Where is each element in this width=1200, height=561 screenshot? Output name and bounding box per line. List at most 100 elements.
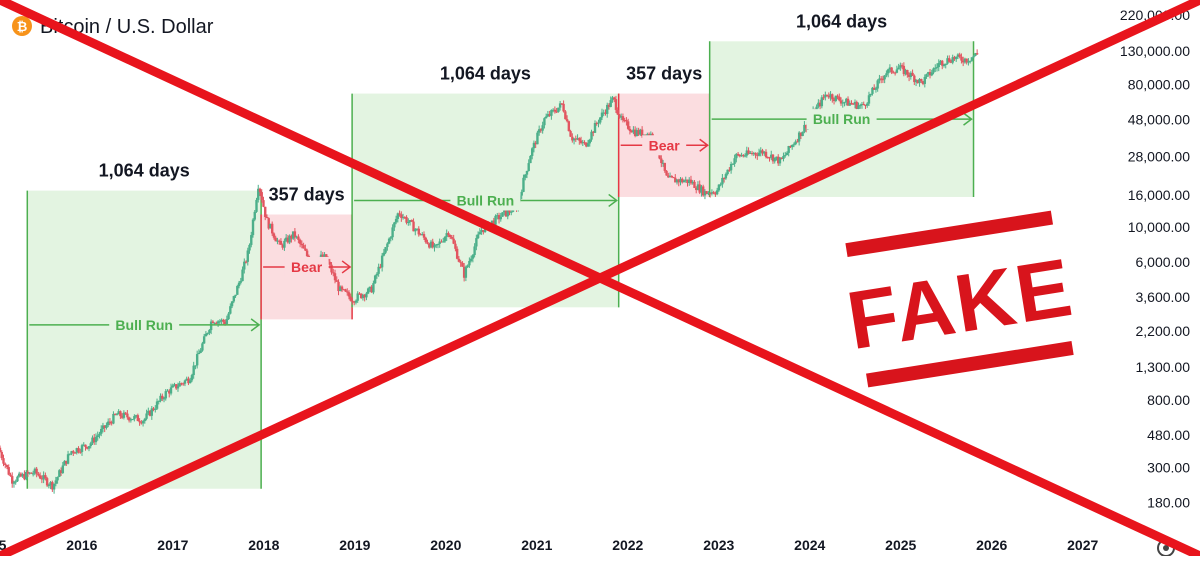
candle-body: [534, 142, 537, 145]
candle-body: [377, 266, 380, 274]
candle-body: [394, 218, 398, 223]
candle-body: [96, 435, 99, 438]
phase-label-bg-0: [109, 314, 180, 335]
candle-body: [40, 478, 44, 480]
candle-body: [825, 94, 829, 96]
candle-body: [595, 123, 598, 125]
candle-body: [26, 472, 30, 474]
y-tick-label: 28,000.00: [1128, 148, 1190, 164]
candle-body: [585, 142, 588, 147]
candle-body: [391, 227, 394, 238]
candle-body: [567, 121, 571, 132]
candle-body: [801, 131, 804, 136]
candle-body: [668, 175, 672, 178]
candle-body: [14, 481, 17, 483]
candle-body: [747, 150, 750, 154]
candle-body: [752, 152, 755, 154]
candle-body: [412, 221, 415, 232]
phase-arrowhead-3: [699, 138, 709, 152]
candle-body: [223, 321, 227, 324]
candle-body: [609, 100, 612, 107]
candle-body: [171, 385, 174, 388]
candle-body: [661, 162, 665, 164]
candle-body: [522, 177, 525, 192]
candle-body: [712, 192, 715, 194]
candle-body: [787, 146, 790, 153]
candle-body: [941, 60, 944, 66]
candle-body: [450, 237, 454, 239]
candle-body: [961, 60, 965, 63]
x-tick-label: 2015: [0, 537, 7, 553]
phase-label-3: Bear: [649, 137, 681, 153]
candle-body: [935, 67, 939, 69]
candle-body: [213, 322, 216, 324]
candle-body: [501, 212, 504, 217]
candle-body: [157, 400, 160, 402]
candle-body: [162, 398, 166, 400]
candle-body: [75, 448, 78, 453]
candle-body: [127, 417, 131, 421]
candle-body: [834, 95, 838, 101]
candle-body: [562, 103, 565, 112]
candle-body: [100, 428, 103, 434]
candle-body: [799, 132, 803, 136]
candle-body: [862, 103, 865, 105]
candle-body: [438, 241, 441, 244]
candle-body: [208, 330, 211, 333]
candle-body: [499, 216, 502, 220]
candle-body: [161, 395, 164, 399]
candle-body: [244, 261, 248, 263]
candle-body: [820, 97, 824, 107]
candle-body: [192, 365, 195, 376]
candle-body: [298, 239, 302, 244]
candle-body: [131, 419, 134, 421]
phase-label-bg-1: [284, 256, 329, 277]
candle-body: [126, 413, 129, 418]
candle-body: [237, 282, 241, 287]
candle-body: [140, 422, 143, 424]
candle-body: [445, 233, 448, 237]
chart-title: Bitcoin / U.S. Dollar: [40, 16, 214, 38]
phase-duration-1: 357 days: [269, 185, 345, 205]
candle-body: [21, 474, 24, 477]
candle-body: [843, 102, 846, 104]
candle-body: [410, 220, 413, 222]
candle-body: [49, 482, 52, 486]
candle-body: [335, 280, 338, 282]
x-tick-label: 2023: [703, 537, 734, 553]
candle-body: [630, 130, 633, 133]
candle-body: [874, 88, 878, 90]
candle-body: [44, 475, 47, 479]
candle-body: [77, 448, 80, 452]
candle-body: [888, 67, 892, 70]
candle-body: [879, 78, 883, 80]
candle-body: [319, 254, 323, 258]
candle-body: [112, 413, 115, 424]
candle-body: [227, 313, 230, 320]
candle-body: [797, 132, 801, 142]
candle-body: [478, 232, 482, 235]
candle-body: [859, 105, 862, 107]
candle-body: [387, 238, 391, 244]
x-tick-label: 2016: [66, 537, 97, 553]
candle-body: [115, 414, 119, 416]
candle-body: [490, 220, 494, 224]
x-tick-label: 2021: [521, 537, 552, 553]
candle-body: [564, 111, 567, 120]
y-tick-label: 1,300.00: [1136, 359, 1191, 375]
candle-body: [323, 254, 326, 258]
candle-body: [436, 243, 440, 245]
y-tick-label: 48,000.00: [1128, 111, 1190, 127]
candle-body: [286, 237, 290, 243]
candle-body: [663, 162, 667, 171]
candle-body: [166, 390, 169, 392]
candle-body: [735, 153, 738, 159]
candle-body: [530, 148, 534, 156]
x-tick-label: 2025: [885, 537, 916, 553]
candle-body: [681, 178, 684, 183]
candle-body: [5, 464, 9, 468]
candle-body: [454, 243, 457, 249]
candle-body: [408, 220, 412, 223]
candle-body: [536, 132, 539, 145]
